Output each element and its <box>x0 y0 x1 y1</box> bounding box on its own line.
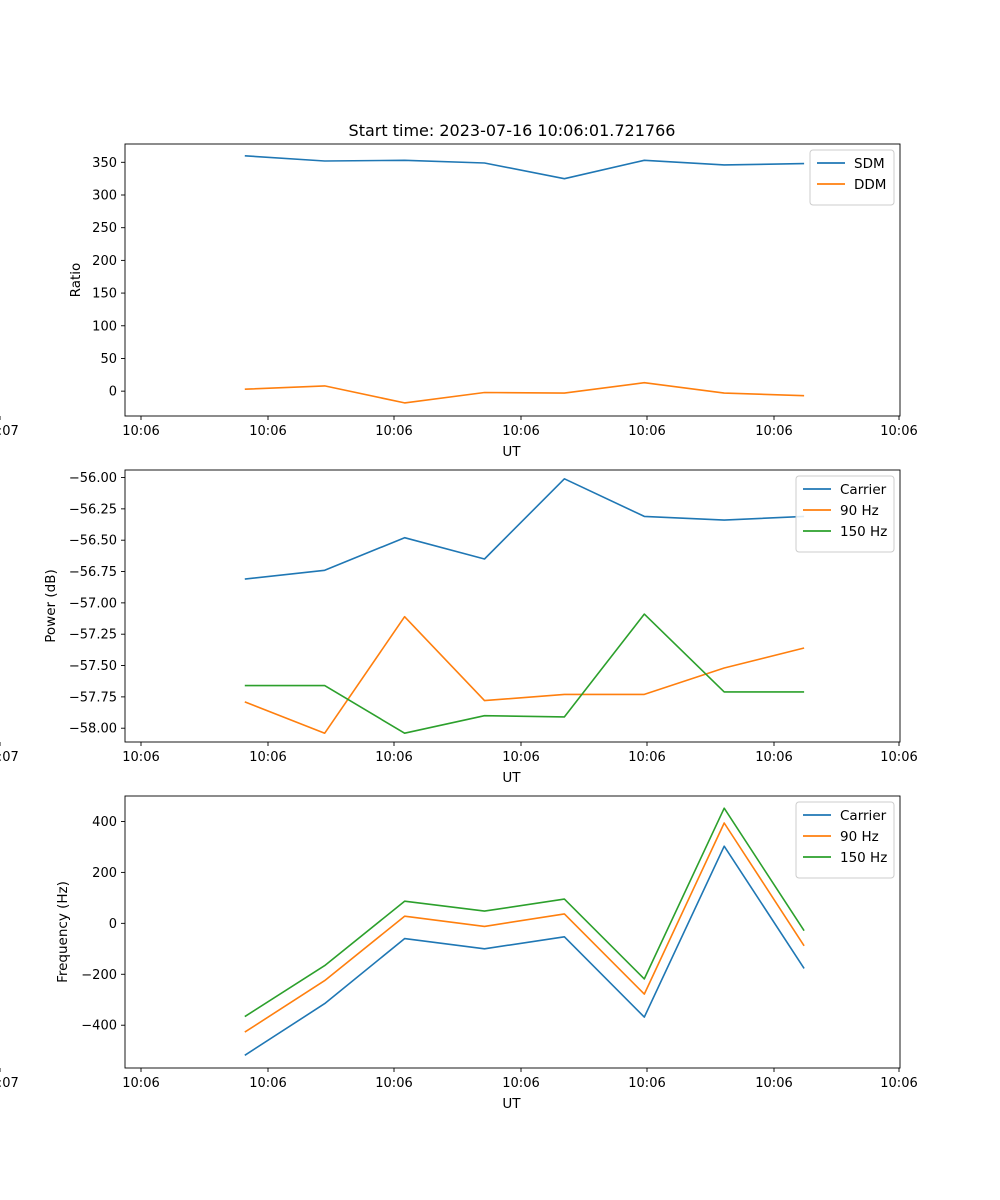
y-tick-label: −57.50 <box>69 659 117 674</box>
x-tick-label: 10:06 <box>502 424 539 439</box>
y-tick-label: −58.00 <box>69 722 117 737</box>
legend-entry: Carrier <box>840 808 887 824</box>
x-tick-label: 10:06 <box>880 750 917 765</box>
legend: Carrier 90 Hz 150 Hz <box>795 801 895 879</box>
x-tick-label: 10:07 <box>0 424 19 439</box>
x-tick-label: 10:06 <box>502 750 539 765</box>
x-tick-label: 10:06 <box>755 424 792 439</box>
subplot-3: 10:06 10:06 10:06 10:06 10:06 10:06 10:06 10:07… <box>0 795 918 1112</box>
axes-frame <box>124 143 901 417</box>
y-tick-label: −56.75 <box>69 565 117 580</box>
y-tick-label: −57.25 <box>69 628 117 643</box>
x-tick-label: 10:06 <box>880 1076 917 1091</box>
legend-entry: SDM <box>854 156 885 172</box>
legend-entry: 90 Hz <box>840 829 879 845</box>
x-axis-label: UT <box>502 770 521 786</box>
x-tick-label: 10:06 <box>502 1076 539 1091</box>
x-tick-label: 10:06 <box>880 424 917 439</box>
y-tick-label: −400 <box>81 1019 117 1034</box>
series-line-sdm <box>244 155 805 180</box>
legend-entry: 90 Hz <box>840 503 879 519</box>
subplot-2: 10:06 10:06 10:06 10:06 10:06 10:06 10:06 10:07… <box>0 469 918 786</box>
x-tick-label: 10:06 <box>375 1076 412 1091</box>
x-tick-label: 10:06 <box>628 424 665 439</box>
x-tick-label: 10:06 <box>249 424 286 439</box>
axes-frame <box>124 795 901 1069</box>
series-line-carrier <box>244 845 805 1056</box>
series-line-150-hz <box>244 613 805 735</box>
y-tick-label: −57.75 <box>69 690 117 705</box>
y-axis-label: Frequency (Hz) <box>55 881 71 983</box>
subplot-1: 10:06 10:06 10:06 10:06 10:06 10:06 10:06 10:07… <box>0 143 918 460</box>
x-tick-label: 10:06 <box>122 750 159 765</box>
x-axis-label: UT <box>502 1096 521 1112</box>
y-tick-label: 0 <box>109 385 117 400</box>
y-tick-label: 200 <box>92 866 117 881</box>
series-line-ddm <box>244 381 805 404</box>
y-tick-label: −200 <box>81 968 117 983</box>
x-tick-label: 10:06 <box>375 750 412 765</box>
series-line-carrier <box>244 477 805 580</box>
legend-entry: Carrier <box>840 482 887 498</box>
x-tick-label: 10:06 <box>628 750 665 765</box>
legend-entry: DDM <box>854 177 886 193</box>
y-tick-label: 300 <box>92 189 117 204</box>
series-line-90-hz <box>244 822 805 1033</box>
y-tick-label: 200 <box>92 254 117 269</box>
legend-box <box>795 801 895 879</box>
y-tick-label: −56.50 <box>69 534 117 549</box>
legend-entry: 150 Hz <box>840 850 887 866</box>
legend: SDM DDM <box>809 149 895 206</box>
x-tick-label: 10:06 <box>249 750 286 765</box>
x-axis-label: UT <box>502 444 521 460</box>
y-tick-label: 350 <box>92 156 117 171</box>
y-tick-label: −56.00 <box>69 471 117 486</box>
legend-box <box>795 475 895 553</box>
y-tick-label: 0 <box>109 917 117 932</box>
y-tick-label: 150 <box>92 287 117 302</box>
y-axis-label: Power (dB) <box>43 569 59 642</box>
y-tick-label: −57.00 <box>69 596 117 611</box>
axes-frame <box>124 469 901 743</box>
x-tick-label: 10:06 <box>755 1076 792 1091</box>
y-tick-label: 100 <box>92 319 117 334</box>
y-axis-label: Ratio <box>68 263 84 298</box>
x-tick-label: 10:06 <box>122 424 159 439</box>
y-tick-label: −56.25 <box>69 502 117 517</box>
y-tick-label: 50 <box>100 352 117 367</box>
series-line-90-hz <box>244 615 805 735</box>
legend-entry: 150 Hz <box>840 524 887 540</box>
x-tick-label: 10:07 <box>0 1076 19 1091</box>
x-tick-label: 10:06 <box>375 424 412 439</box>
x-tick-label: 10:07 <box>0 750 19 765</box>
x-tick-label: 10:06 <box>755 750 792 765</box>
legend: Carrier 90 Hz 150 Hz <box>795 475 895 553</box>
x-tick-label: 10:06 <box>122 1076 159 1091</box>
x-tick-label: 10:06 <box>249 1076 286 1091</box>
y-tick-label: 250 <box>92 221 117 236</box>
x-tick-label: 10:06 <box>628 1076 665 1091</box>
figure-title: Start time: 2023-07-16 10:06:01.721766 <box>349 121 676 140</box>
series-line-150-hz <box>244 807 805 1018</box>
y-tick-label: 400 <box>92 815 117 830</box>
